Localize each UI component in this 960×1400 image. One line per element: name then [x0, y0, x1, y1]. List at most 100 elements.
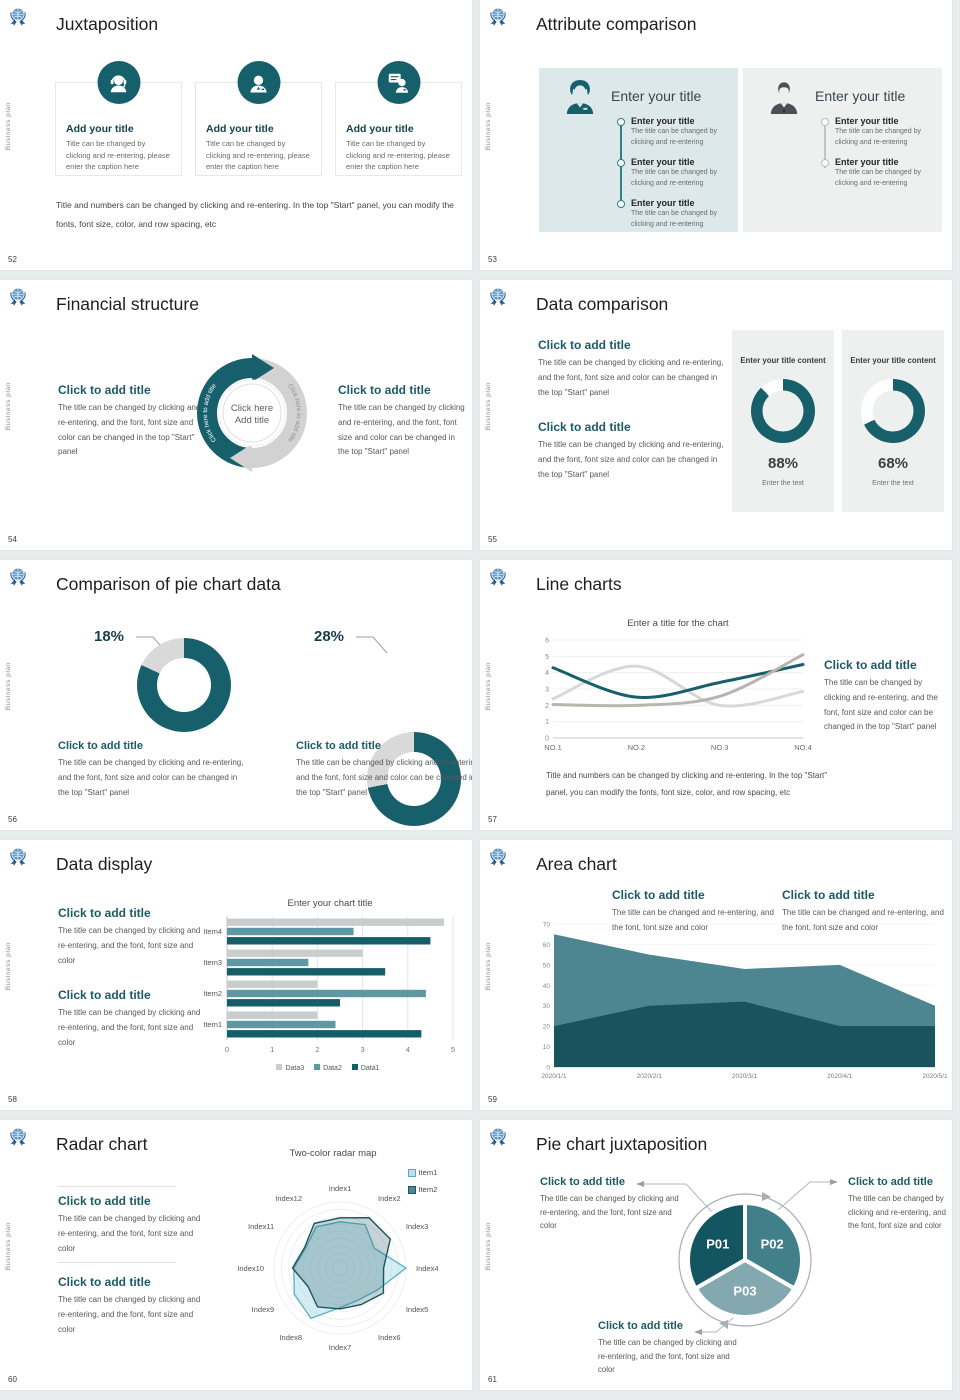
person-icon	[246, 70, 272, 96]
arrow-right-icon	[252, 354, 274, 382]
block-body: The title can be changed by clicking and…	[58, 1214, 201, 1253]
block-body: The title can be changed by clicking and…	[538, 358, 724, 397]
timeline-item-body: The title can be changed by clicking and…	[835, 128, 922, 146]
svg-text:Item3: Item3	[203, 958, 222, 967]
block-title: Click to add title	[782, 888, 875, 902]
timeline-item-body: The title can be changed by clicking and…	[835, 169, 922, 187]
svg-text:P03: P03	[733, 1283, 756, 1298]
center-label-2: Add title	[235, 415, 269, 426]
block-body: The title can be changed by clicking and…	[58, 926, 201, 965]
svg-text:Index6: Index6	[378, 1333, 401, 1342]
svg-text:Index1: Index1	[329, 1184, 352, 1193]
svg-text:Index5: Index5	[406, 1305, 429, 1314]
svg-text:20: 20	[543, 1024, 551, 1031]
block-body: The title can be changed by clicking and…	[540, 1194, 679, 1231]
slide-55[interactable]: Business plan Data comparison Click to a…	[480, 280, 952, 550]
text-block-1: Click to add title The title can be chan…	[538, 338, 724, 400]
page-number: 61	[488, 1375, 497, 1384]
block-body: The title can be changed by clicking and…	[824, 678, 938, 732]
svg-text:2020/1/1: 2020/1/1	[541, 1073, 567, 1080]
timeline-item-title: Enter your title	[835, 157, 899, 167]
slide-title: Radar chart	[56, 1134, 148, 1154]
block-body: The title can be changed and re-entering…	[782, 908, 944, 932]
slide-52[interactable]: Business plan Juxtaposition Add your tit…	[0, 0, 472, 270]
slide-58[interactable]: Business plan Data display Click to add …	[0, 840, 472, 1110]
text-block-bottom: Click to add title The title can be chan…	[598, 1320, 740, 1377]
brand-logo-icon	[487, 845, 509, 867]
card-body: Title can be changed by clicking and re-…	[346, 139, 450, 172]
radar-legend-item2: Item2	[408, 1185, 437, 1194]
svg-text:NO.3: NO.3	[711, 743, 729, 752]
comparison-panel-left: Enter your title Enter your title The ti…	[539, 68, 738, 232]
timeline-dot-icon	[617, 159, 625, 167]
block-body: The title can be changed by clicking and…	[848, 1194, 946, 1231]
page-number: 52	[8, 255, 17, 264]
svg-text:0: 0	[545, 736, 549, 743]
donut-chart-18	[137, 638, 231, 732]
slide-57[interactable]: Business plan Line charts Enter a title …	[480, 560, 952, 830]
legend-swatch-icon	[408, 1186, 416, 1194]
feature-card: Add your title Title can be changed by c…	[335, 61, 462, 176]
svg-text:NO.1: NO.1	[544, 743, 562, 752]
svg-text:P01: P01	[706, 1236, 729, 1251]
card-title: Add your title	[206, 123, 274, 135]
slide-54[interactable]: Business plan Financial structure Click …	[0, 280, 472, 550]
text-block-1: Click to add title The title can be chan…	[612, 888, 780, 936]
page-number: 54	[8, 535, 17, 544]
timeline-dot-icon	[617, 200, 625, 208]
divider	[58, 1262, 176, 1263]
timeline-item-body: The title can be changed by clicking and…	[631, 128, 718, 146]
text-block-2: Click to add title The title can be chan…	[782, 888, 950, 936]
slide-56[interactable]: Business plan Comparison of pie chart da…	[0, 560, 472, 830]
text-block-2: Click to add title The title can be chan…	[538, 420, 724, 482]
feature-card: Add your title Title can be changed by c…	[195, 61, 322, 176]
headset-person-icon	[106, 70, 132, 96]
center-label-1: Click here	[231, 403, 273, 414]
block-body: The title can be changed by clicking and…	[58, 1295, 201, 1334]
slide-53[interactable]: Business plan Attribute comparison Enter…	[480, 0, 952, 270]
block-title: Click to add title	[538, 338, 631, 352]
timeline-dot-icon	[821, 159, 829, 167]
feature-cards: Add your title Title can be changed by c…	[55, 61, 462, 176]
page-number: 53	[488, 255, 497, 264]
donut-caption: Enter the text	[872, 480, 914, 487]
bar-chart-legend: Data3 Data2 Data1	[195, 1064, 461, 1072]
donut-caption: Enter the text	[762, 480, 804, 487]
comparison-panels: Enter your title Enter your title The ti…	[539, 68, 942, 232]
block-title: Click to add title	[296, 740, 381, 752]
brand-logo-icon	[487, 5, 509, 27]
sidebar-vertical-label: Business plan	[485, 1222, 492, 1271]
comparison-panel-right: Enter your title Enter your title The ti…	[743, 68, 942, 232]
slide-title: Financial structure	[56, 294, 199, 314]
svg-text:2020/5/1: 2020/5/1	[922, 1073, 948, 1080]
donut-cards: Enter your title content 88% Enter the t…	[732, 330, 944, 512]
timeline-item-title: Enter your title	[631, 198, 695, 208]
slide-note: Title and numbers can be changed by clic…	[546, 771, 828, 797]
legend-label: Data1	[360, 1065, 380, 1072]
donut-card-title: Enter your title content	[850, 356, 936, 365]
brand-logo-icon	[7, 5, 29, 27]
timeline-item-title: Enter your title	[631, 157, 695, 167]
text-block-left: Click to add title The title can be chan…	[540, 1176, 682, 1233]
line-chart-title: Enter a title for the chart	[627, 618, 729, 629]
donut-percent: 88%	[767, 455, 799, 472]
svg-text:40: 40	[543, 983, 551, 990]
block-body: The title can be changed by clicking and…	[598, 1338, 737, 1375]
svg-text:3: 3	[361, 1045, 365, 1054]
panel-title: Enter your title	[611, 88, 702, 104]
slide-title: Comparison of pie chart data	[56, 574, 281, 594]
brand-logo-icon	[487, 285, 509, 307]
slide-61[interactable]: Business plan Pie chart juxtaposition P0…	[480, 1120, 952, 1390]
slide-60[interactable]: Business plan Radar chart Click to add t…	[0, 1120, 472, 1390]
block-body: The title can be changed by clicking and…	[296, 758, 472, 797]
slide-59[interactable]: Business plan Area chart Click to add ti…	[480, 840, 952, 1110]
donut-chart-28	[367, 732, 461, 826]
text-block-2: Click to add title The title can be chan…	[58, 1275, 208, 1337]
legend-label: Data3	[285, 1065, 305, 1072]
timeline-item-body: The title can be changed by clicking and…	[631, 169, 718, 187]
text-block-2: Click to add title The title can be chan…	[58, 988, 208, 1050]
svg-text:Index9: Index9	[252, 1305, 275, 1314]
ring-arrow-icon	[762, 1192, 771, 1201]
svg-text:NO.2: NO.2	[628, 743, 646, 752]
svg-text:NO.4: NO.4	[794, 743, 812, 752]
